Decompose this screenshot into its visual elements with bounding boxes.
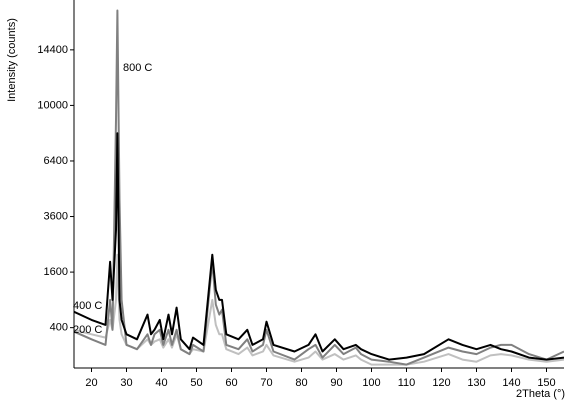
series-label: 800 C [123, 62, 152, 74]
series-label: 400 C [73, 300, 102, 312]
x-tick-label: 100 [362, 377, 380, 389]
y-tick-label: 400 [50, 322, 68, 334]
x-tick-label: 140 [502, 377, 520, 389]
x-tick-label: 40 [155, 377, 167, 389]
x-tick-label: 20 [85, 377, 97, 389]
y-tick-label: 6400 [44, 155, 68, 167]
x-tick-label: 80 [295, 377, 307, 389]
x-tick-label: 150 [537, 377, 555, 389]
x-tick-label: 70 [260, 377, 272, 389]
x-tick-label: 90 [330, 377, 342, 389]
y-tick-label: 14400 [37, 44, 68, 56]
series-line [74, 132, 564, 361]
y-tick-label: 10000 [37, 99, 68, 111]
y-axis-label: Intensity (counts) [6, 18, 18, 102]
y-tick-label: 3600 [44, 210, 68, 222]
x-tick-label: 50 [190, 377, 202, 389]
plot-area [74, 9, 564, 366]
x-tick-label: 110 [398, 377, 416, 389]
x-tick-label: 60 [225, 377, 237, 389]
x-tick-label: 120 [432, 377, 450, 389]
y-tick-label: 1600 [44, 266, 68, 278]
x-tick-label: 130 [467, 377, 485, 389]
x-tick-label: 30 [120, 377, 132, 389]
series-label: 200 C [73, 324, 102, 336]
series-line [74, 9, 564, 366]
x-axis-label: 2Theta (°) [516, 388, 565, 400]
